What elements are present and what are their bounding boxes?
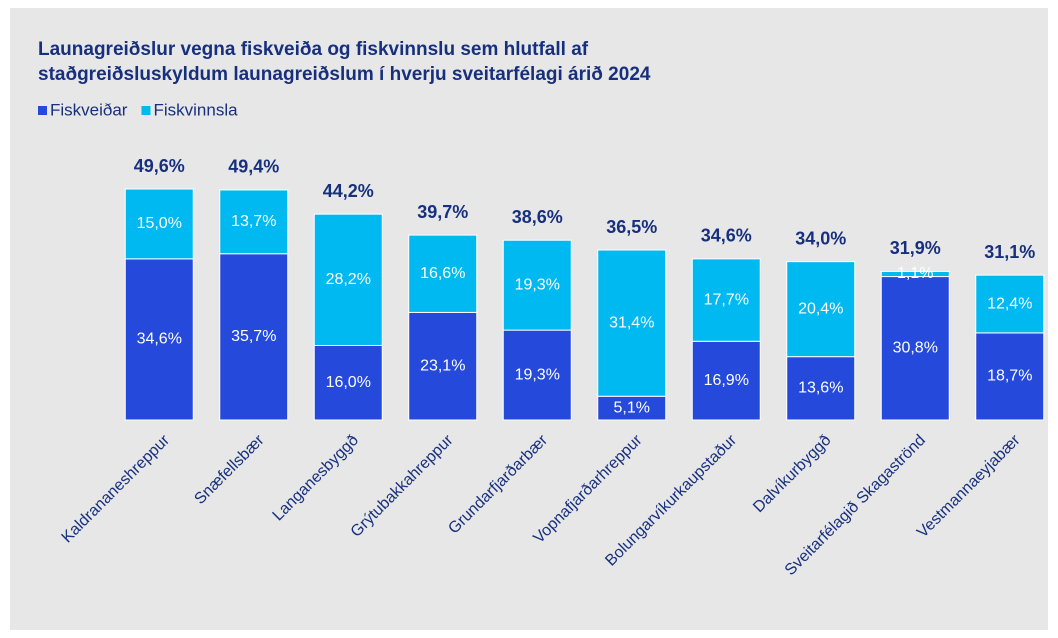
value-label: 18,7% (987, 368, 1032, 385)
value-label: 34,6% (137, 331, 182, 348)
bar-segment (408, 311, 478, 421)
value-label: 5,1% (614, 399, 650, 416)
value-label: 30,8% (893, 339, 938, 356)
bar-segment (313, 344, 383, 421)
value-label: 35,7% (231, 328, 276, 345)
total-label: 49,4% (228, 157, 279, 177)
bar-segment (880, 276, 950, 421)
bar-segment (786, 356, 856, 421)
bar-segment (313, 213, 383, 346)
value-label: 19,3% (515, 276, 560, 293)
total-label: 44,2% (323, 181, 374, 201)
total-label: 49,6% (134, 156, 185, 176)
bar-segment (219, 189, 289, 255)
legend-swatch (141, 106, 151, 115)
value-label: 28,2% (326, 271, 371, 288)
bar-segment (502, 239, 572, 331)
bar-segment (219, 253, 289, 421)
value-label: 15,0% (137, 215, 182, 232)
bar-segment (597, 249, 667, 397)
value-label: 16,6% (420, 265, 465, 282)
bar-segment (880, 270, 950, 278)
bar-segment (975, 274, 1045, 334)
value-label: 13,7% (231, 213, 276, 230)
chart-title: staðgreiðsluskyldum launagreiðslum í hve… (38, 64, 651, 85)
bar-segment (124, 258, 194, 421)
value-label: 12,4% (987, 295, 1032, 312)
bar-segment (691, 258, 761, 342)
total-label: 36,5% (606, 217, 657, 237)
value-label: 16,9% (704, 372, 749, 389)
legend-label: Fiskveiðar (50, 100, 128, 119)
bar-segment (975, 332, 1045, 421)
total-label: 34,6% (701, 226, 752, 246)
value-label: 19,3% (515, 366, 560, 383)
bar-segment (691, 340, 761, 421)
value-label: 20,4% (798, 300, 843, 317)
bar-segment (408, 234, 478, 313)
legend-label: Fiskvinnsla (153, 100, 238, 119)
chart-title: Launagreiðslur vegna fiskveiða og fiskvi… (38, 39, 589, 60)
value-label: 16,0% (326, 374, 371, 391)
bar-segment (502, 329, 572, 421)
bar-segment (124, 188, 194, 260)
value-label: 17,7% (704, 291, 749, 308)
legend-swatch (38, 106, 47, 115)
total-label: 38,6% (512, 207, 563, 227)
value-label: 1,1% (897, 265, 933, 282)
total-label: 34,0% (795, 228, 846, 248)
value-label: 31,4% (609, 314, 654, 331)
total-label: 39,7% (417, 202, 468, 222)
bar-segment (786, 261, 856, 358)
value-label: 23,1% (420, 357, 465, 374)
total-label: 31,1% (984, 242, 1035, 262)
value-label: 13,6% (798, 380, 843, 397)
total-label: 31,9% (890, 238, 941, 258)
